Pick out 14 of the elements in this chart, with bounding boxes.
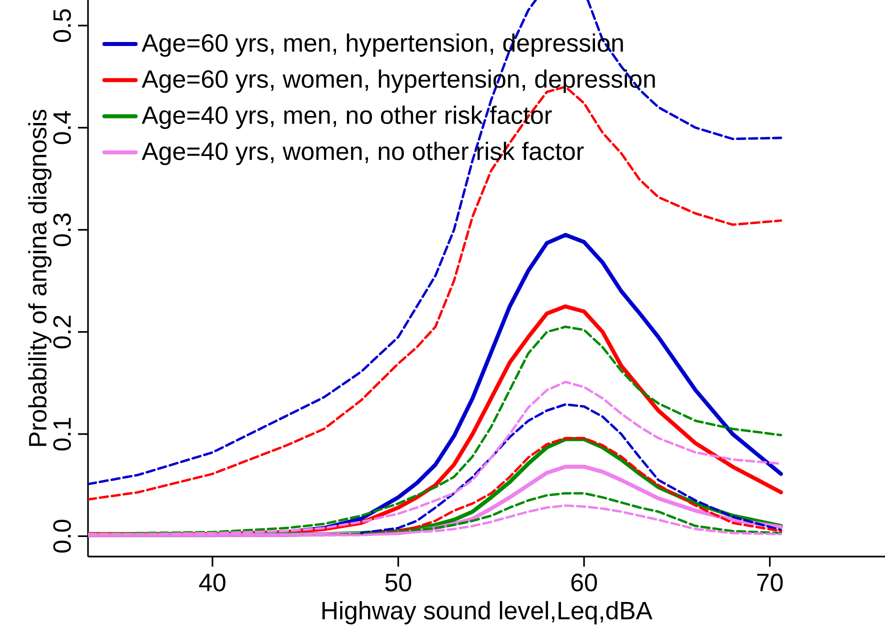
y-tick-label: 0.3 [53, 214, 71, 246]
x-axis-title: Highway sound level,Leq,dBA [322, 601, 652, 624]
legend-label: Age=40 yrs, women, no other risk factor [142, 142, 584, 166]
y-tick-label: 0.5 [53, 9, 71, 42]
x-tick-label: 70 [757, 574, 783, 592]
line-series [360, 403, 782, 534]
y-tick-label: 0.2 [53, 316, 71, 348]
y-tick-label: 0.4 [53, 111, 71, 144]
x-tick-label: 60 [571, 574, 597, 592]
x-tick-label: 50 [385, 574, 412, 592]
y-tick-label: 0.0 [53, 520, 71, 553]
y-tick-label: 0.1 [53, 418, 71, 450]
y-axis-title: Probability of angina diagnosis [28, 110, 52, 446]
x-tick-label: 40 [199, 574, 226, 592]
